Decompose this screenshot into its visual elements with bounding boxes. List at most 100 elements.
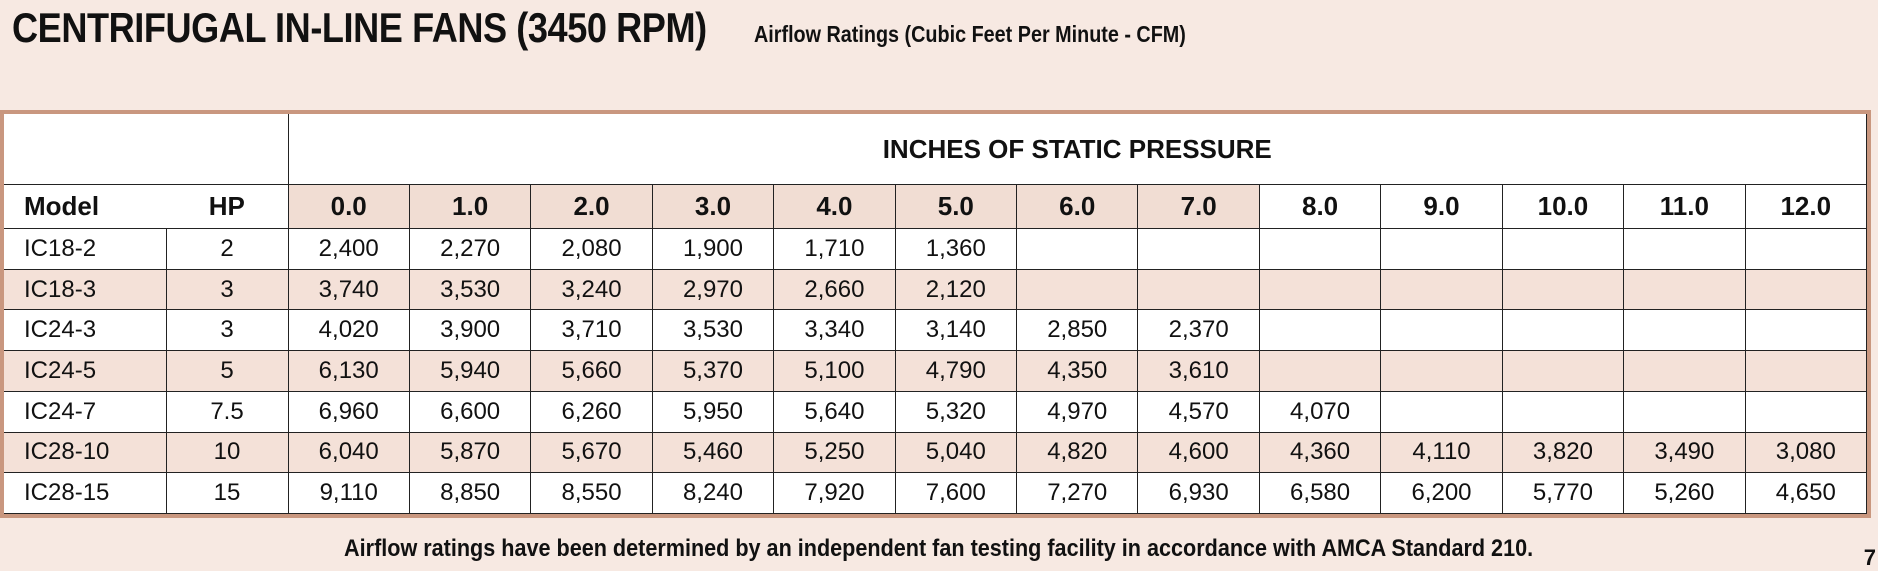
cfm-cell: 6,600 — [408, 390, 532, 433]
pressure-column-header: 0.0 — [287, 184, 410, 229]
airflow-table-frame: INCHES OF STATIC PRESSURE Model HP 0.0 1.… — [0, 110, 1871, 518]
cfm-cell: 8,850 — [408, 472, 532, 514]
cfm-cell: 3,140 — [894, 309, 1018, 352]
pressure-column-header: 6.0 — [1016, 184, 1139, 229]
cfm-cell: 6,040 — [287, 431, 410, 474]
cfm-cell — [1744, 268, 1868, 311]
cfm-cell — [1137, 228, 1260, 270]
model-cell: IC24-5 — [4, 350, 167, 392]
page-number: 7 — [1863, 545, 1876, 570]
cfm-cell: 7,270 — [1016, 472, 1139, 514]
cfm-cell: 5,320 — [894, 390, 1018, 433]
cfm-cell: 8,240 — [651, 472, 775, 514]
cfm-cell — [1623, 268, 1746, 311]
cfm-cell: 4,820 — [1016, 431, 1139, 474]
hp-cell: 15 — [165, 472, 289, 514]
cfm-cell — [1744, 309, 1868, 352]
cfm-cell: 4,790 — [894, 350, 1018, 392]
cfm-cell: 6,260 — [530, 390, 653, 433]
pressure-column-header: 12.0 — [1744, 184, 1868, 229]
cfm-cell: 4,650 — [1744, 472, 1868, 514]
cfm-cell — [1501, 350, 1625, 392]
pressure-column-header: 11.0 — [1623, 184, 1746, 229]
cfm-cell: 5,460 — [651, 431, 775, 474]
cfm-cell: 3,340 — [773, 309, 896, 352]
cfm-cell: 4,110 — [1380, 431, 1503, 474]
cfm-cell: 8,550 — [530, 472, 653, 514]
cfm-cell: 7,920 — [773, 472, 896, 514]
cfm-cell: 6,130 — [287, 350, 410, 392]
pressure-column-header: 2.0 — [530, 184, 653, 229]
cfm-cell: 5,670 — [530, 431, 653, 474]
cfm-cell — [1380, 228, 1503, 270]
cfm-cell — [1744, 390, 1868, 433]
pressure-column-header: 10.0 — [1501, 184, 1625, 229]
cfm-cell: 3,900 — [408, 309, 532, 352]
pressure-column-header: 3.0 — [651, 184, 775, 229]
cfm-cell: 4,600 — [1137, 431, 1260, 474]
cfm-cell — [1258, 228, 1382, 270]
cfm-cell: 5,950 — [651, 390, 775, 433]
cfm-cell — [1501, 268, 1625, 311]
cfm-cell: 4,070 — [1258, 390, 1382, 433]
cfm-cell: 5,940 — [408, 350, 532, 392]
cfm-cell: 6,930 — [1137, 472, 1260, 514]
cfm-cell: 2,270 — [408, 228, 532, 270]
cfm-cell — [1501, 228, 1625, 270]
cfm-cell — [1380, 390, 1503, 433]
cfm-cell — [1137, 268, 1260, 311]
cfm-cell: 1,360 — [894, 228, 1018, 270]
model-cell: IC28-10 — [4, 431, 167, 474]
model-cell: IC24-7 — [4, 390, 167, 433]
cfm-cell: 2,120 — [894, 268, 1018, 311]
cfm-cell: 4,350 — [1016, 350, 1139, 392]
cfm-cell: 2,400 — [287, 228, 410, 270]
pressure-header: INCHES OF STATIC PRESSURE — [287, 114, 1867, 185]
cfm-cell: 4,360 — [1258, 431, 1382, 474]
cfm-cell — [1380, 350, 1503, 392]
model-cell: IC24-3 — [4, 309, 167, 352]
cfm-cell: 3,490 — [1623, 431, 1746, 474]
cfm-cell — [1623, 228, 1746, 270]
cfm-cell: 1,900 — [651, 228, 775, 270]
cfm-cell: 1,710 — [773, 228, 896, 270]
cfm-cell: 5,660 — [530, 350, 653, 392]
hp-cell: 2 — [165, 228, 289, 270]
pressure-column-header: 5.0 — [894, 184, 1018, 229]
cfm-cell — [1744, 228, 1868, 270]
footer-text: Airflow ratings have been determined by … — [344, 535, 1534, 562]
column-header-row: Model HP 0.0 1.0 2.0 3.0 4.0 5.0 6.0 7.0 8.0 9.0 1… — [4, 184, 1868, 229]
cfm-cell: 5,770 — [1501, 472, 1625, 514]
table-row: IC18-2 2 2,400 2,270 2,080 1,900 1,710 1,360 — [4, 228, 1868, 270]
cfm-cell: 5,640 — [773, 390, 896, 433]
table-row: IC24-7 7.5 6,960 6,600 6,260 5,950 5,640 5,320 4… — [4, 390, 1868, 433]
table-row: IC24-3 3 4,020 3,900 3,710 3,530 3,340 3,140 2,8… — [4, 309, 1868, 352]
hp-cell: 5 — [165, 350, 289, 392]
title-row: CENTRIFUGAL IN-LINE FANS (3450 RPM) Airf… — [12, 4, 1256, 52]
table-row: IC28-15 15 9,110 8,850 8,550 8,240 7,920 7,600 7… — [4, 472, 1868, 514]
cfm-cell: 5,370 — [651, 350, 775, 392]
table-row: IC18-3 3 3,740 3,530 3,240 2,970 2,660 2,120 — [4, 268, 1868, 311]
model-header: Model — [4, 184, 166, 229]
cfm-cell: 3,610 — [1137, 350, 1260, 392]
cfm-cell: 2,080 — [530, 228, 653, 270]
cfm-cell — [1501, 390, 1625, 433]
table-row: IC28-10 10 6,040 5,870 5,670 5,460 5,250 5,040 4… — [4, 431, 1868, 474]
cfm-cell: 6,580 — [1258, 472, 1382, 514]
pressure-column-header: 8.0 — [1258, 184, 1382, 229]
cfm-cell: 2,970 — [651, 268, 775, 311]
pressure-column-header: 7.0 — [1137, 184, 1260, 229]
cfm-cell: 3,710 — [530, 309, 653, 352]
cfm-cell — [1380, 309, 1503, 352]
cfm-cell — [1016, 268, 1139, 311]
cfm-cell: 6,960 — [287, 390, 410, 433]
cfm-cell: 2,850 — [1016, 309, 1139, 352]
cfm-cell: 4,570 — [1137, 390, 1260, 433]
cfm-cell: 3,820 — [1501, 431, 1625, 474]
cfm-cell: 2,660 — [773, 268, 896, 311]
model-cell: IC28-15 — [4, 472, 167, 514]
cfm-cell: 7,600 — [894, 472, 1018, 514]
page-subtitle: Airflow Ratings (Cubic Feet Per Minute -… — [754, 21, 1187, 47]
cfm-cell: 3,530 — [651, 309, 775, 352]
table-row: IC24-5 5 6,130 5,940 5,660 5,370 5,100 4,790 4,3… — [4, 350, 1868, 392]
